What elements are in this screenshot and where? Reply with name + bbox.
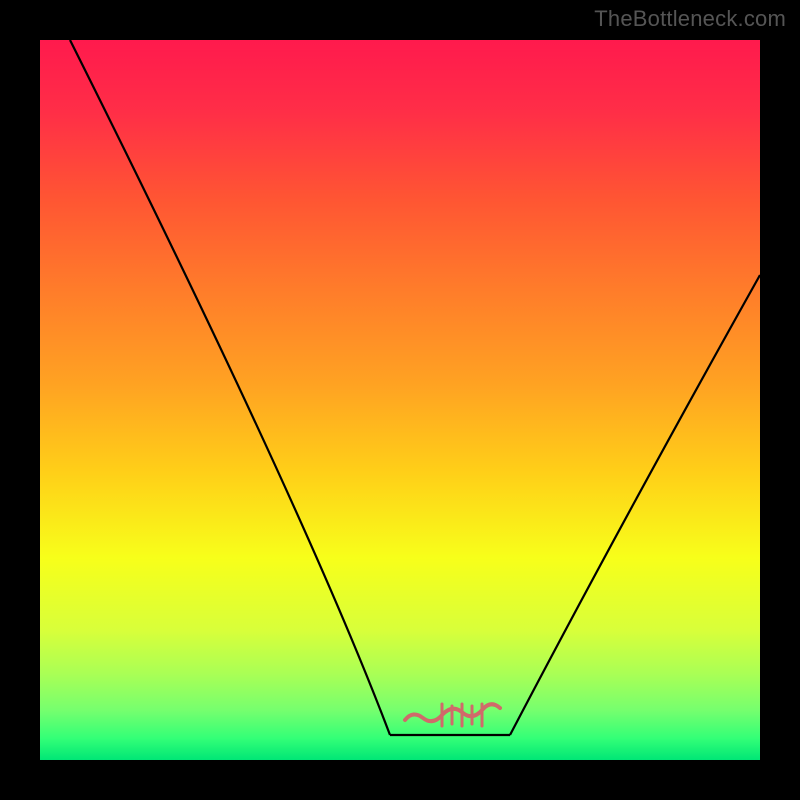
gradient-background [40,40,760,760]
chart-container: TheBottleneck.com [0,0,800,800]
watermark-text: TheBottleneck.com [594,6,786,32]
chart-svg [0,0,800,800]
